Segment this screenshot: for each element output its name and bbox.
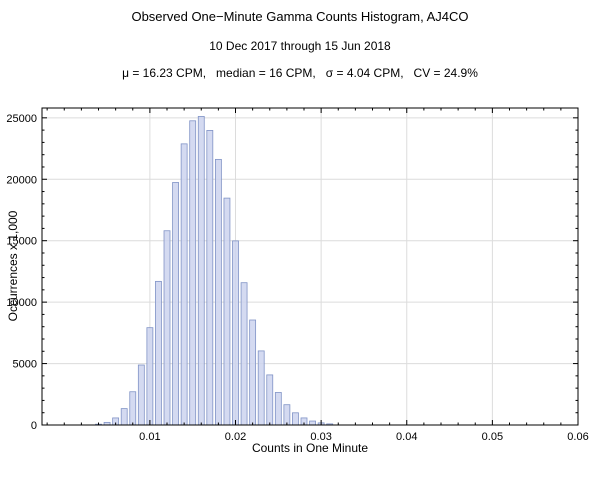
histogram-bar [292, 412, 299, 426]
chart-stats-line: μ = 16.23 CPM, median = 16 CPM, σ = 4.04… [122, 66, 478, 80]
histogram-bar [249, 319, 257, 426]
x-tick-label: 0.05 [482, 431, 503, 443]
histogram-bar [163, 230, 171, 426]
y-tick-label: 20000 [6, 174, 37, 186]
histogram-bar [274, 392, 282, 426]
chart-subtitle: 10 Dec 2017 through 15 Jun 2018 [209, 39, 391, 53]
x-axis-label: Counts in One Minute [251, 441, 369, 455]
histogram-bar [146, 327, 154, 426]
histogram-bar [223, 197, 231, 426]
histogram-bar [120, 408, 128, 426]
plot-frame [41, 107, 579, 426]
y-tick-label: 10000 [6, 297, 37, 309]
histogram-bar [283, 404, 291, 426]
x-tick-label: 0.04 [396, 431, 417, 443]
histogram-bar [180, 143, 188, 426]
histogram-bar [214, 158, 222, 426]
histogram-bar [155, 280, 162, 426]
histogram-bar [309, 420, 316, 426]
y-tick-label: 15000 [6, 236, 37, 248]
y-tick-label: 0 [31, 420, 37, 432]
y-tick-label: 5000 [13, 359, 37, 371]
chart-title: Observed One−Minute Gamma Counts Histogr… [131, 9, 469, 24]
histogram-bar [206, 130, 214, 426]
y-axis-label: Occurrences x 1,000 [6, 210, 20, 322]
histogram-bar [172, 182, 179, 426]
x-tick-label: 0.06 [567, 431, 588, 443]
histogram-bar [197, 116, 205, 426]
histogram-bar [129, 391, 137, 426]
histogram-bar [240, 282, 248, 426]
histogram-bar [266, 374, 274, 426]
histogram-bar [137, 364, 145, 426]
histogram-bar [189, 120, 197, 426]
x-tick-label: 0.02 [225, 431, 246, 443]
x-tick-label: 0.03 [310, 431, 331, 443]
x-tick-label: 0.01 [139, 431, 160, 443]
histogram-bar [232, 240, 239, 426]
y-tick-label: 25000 [6, 113, 37, 125]
histogram-bar [257, 350, 265, 426]
